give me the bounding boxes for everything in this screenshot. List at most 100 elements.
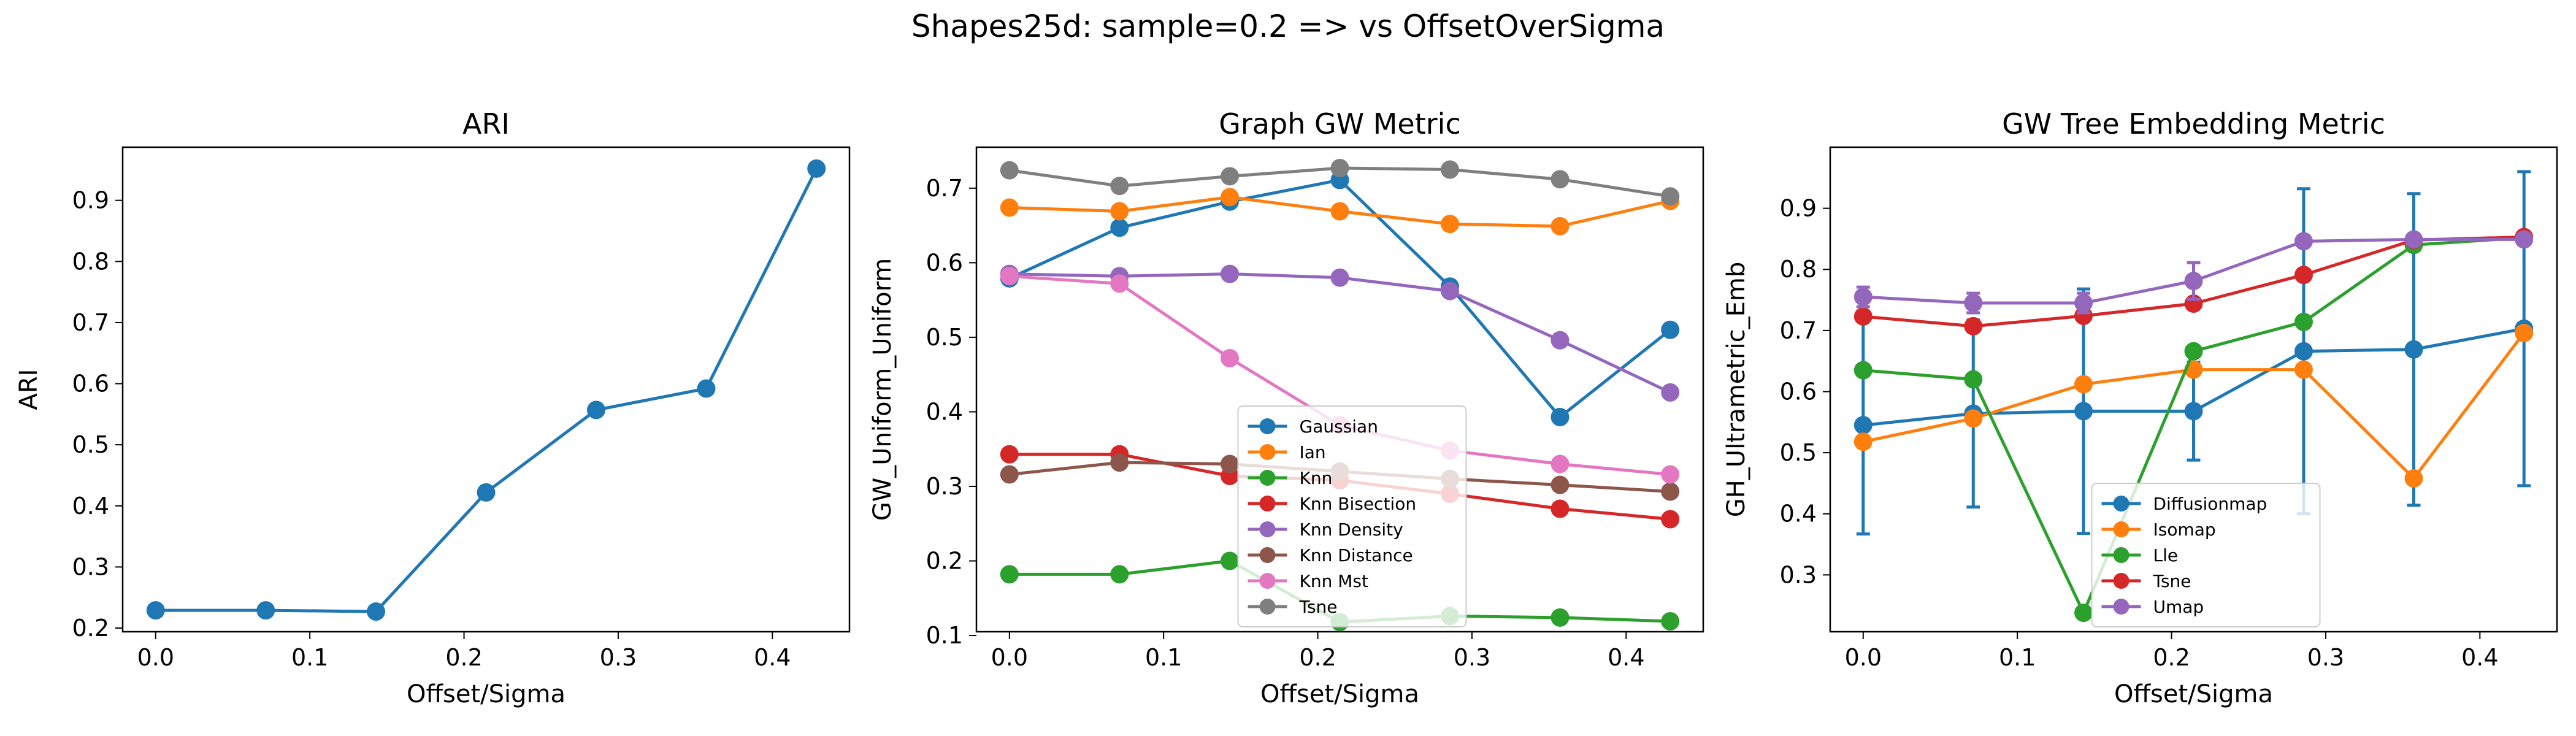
x-tick-label: 0.3 [1454, 644, 1490, 671]
y-tick-label: 0.6 [926, 249, 963, 276]
y-axis-label: GH_Ultrametric_Emb [1722, 262, 1750, 518]
data-point [1853, 416, 1873, 435]
x-tick-label: 0.2 [2153, 644, 2190, 671]
panel-3: GW Tree Embedding Metric 0.0 0.1 0.2 0.3 0.4 0… [1722, 107, 2558, 708]
legend-swatch-marker [1259, 496, 1276, 512]
data-point [1661, 187, 1680, 206]
data-point [2404, 469, 2423, 488]
legend-swatch-marker [1259, 444, 1276, 460]
data-point [1661, 465, 1680, 484]
data-point [1110, 218, 1129, 237]
data-point [1221, 348, 1240, 367]
data-point [1110, 202, 1129, 221]
legend-swatch-marker [2113, 496, 2129, 512]
y-tick-label: 0.5 [1780, 439, 1817, 466]
data-point [1330, 159, 1349, 178]
data-point [2184, 402, 2203, 421]
x-tick-label: 0.0 [137, 644, 174, 671]
legend-swatch-marker [2113, 521, 2129, 537]
legend-frame [1237, 405, 1467, 627]
series-isomap [1853, 323, 2534, 488]
panel-1: ARI 0.0 0.1 0.2 0.3 0.4 0.2 0.3 0.4 0.5 0.6 0.7 0.8 0… [15, 107, 851, 708]
y-tick-label: 0.1 [926, 622, 963, 649]
data-point [256, 601, 275, 620]
figure-title: Shapes25d: sample=0.2 => vs OffsetOverSi… [911, 9, 1665, 44]
data-point [1661, 510, 1680, 529]
legend-frame [2091, 483, 2321, 627]
data-point [1551, 475, 1570, 494]
data-point [1221, 454, 1240, 473]
data-point [146, 601, 165, 620]
legend-label: Umap [2153, 597, 2204, 617]
legend-swatch-marker [2113, 573, 2129, 589]
data-point [1440, 215, 1459, 234]
x-tick-label: 0.4 [1608, 644, 1644, 671]
data-point [1110, 177, 1129, 196]
data-point [807, 159, 826, 178]
y-tick-label: 0.6 [1780, 378, 1817, 405]
x-tick-label: 0.4 [2461, 644, 2498, 671]
data-point [2184, 272, 2203, 291]
data-point [1551, 331, 1570, 350]
legend-label: Knn [1300, 468, 1333, 488]
panel-title: Graph GW Metric [1219, 107, 1460, 140]
data-point [1551, 608, 1570, 627]
data-point [2294, 232, 2313, 251]
y-tick-label: 0.4 [1780, 500, 1817, 527]
y-tick-label: 0.2 [72, 615, 109, 642]
y-tick-label: 0.7 [1780, 317, 1817, 344]
data-point [2515, 230, 2534, 249]
data-point [1440, 282, 1459, 301]
panel-title: ARI [462, 107, 510, 140]
data-point [1000, 565, 1019, 584]
series-1 [146, 159, 826, 621]
data-point [1964, 409, 1983, 428]
data-point [1000, 198, 1019, 217]
data-point [586, 401, 605, 420]
plot-frame [121, 146, 851, 633]
data-point [1964, 370, 1983, 389]
legend-swatch-marker [1259, 521, 1276, 537]
data-point [1964, 294, 1983, 313]
x-tick-label: 0.4 [754, 644, 791, 671]
data-point [1000, 267, 1019, 286]
y-tick-label: 0.9 [1780, 195, 1817, 222]
data-point [1853, 307, 1873, 326]
legend-label: Knn Distance [1300, 545, 1413, 565]
data-point [1661, 611, 1680, 631]
data-point [1551, 407, 1570, 426]
panel-title: GW Tree Embedding Metric [2002, 107, 2385, 140]
panel-2: Graph GW Metric 0.0 0.1 0.2 0.3 0.4 0.1 0.2 0.3 0… [868, 107, 1704, 708]
data-point [1000, 465, 1019, 484]
x-tick-label: 0.1 [1145, 644, 1182, 671]
x-axis-label: Offset/Sigma [407, 680, 565, 708]
series-tsne [1000, 159, 1680, 206]
x-axis-label: Offset/Sigma [1260, 680, 1419, 708]
data-point [477, 483, 496, 502]
data-point [1110, 274, 1129, 293]
data-point [1551, 454, 1570, 473]
x-tick-label: 0.0 [991, 644, 1028, 671]
legend-swatch-marker [1259, 547, 1276, 563]
y-tick-label: 0.5 [72, 431, 109, 458]
legend-label: Gaussian [1300, 416, 1378, 437]
data-point [2184, 342, 2203, 361]
legend-swatch-marker [1259, 573, 1276, 589]
legend: Diffusionmap Isomap Lle Tsne Umap [2091, 483, 2321, 627]
data-point [1661, 320, 1680, 339]
legend: Gaussian Ian Knn Knn Bisection Knn Density Kn… [1237, 405, 1467, 627]
legend-label: Tsne [2153, 571, 2191, 591]
data-point [2074, 604, 2093, 623]
y-tick-label: 0.7 [926, 175, 963, 202]
data-point [1221, 188, 1240, 207]
data-point [2074, 375, 2093, 394]
data-point [1853, 288, 1873, 307]
data-point [1661, 383, 1680, 402]
data-point [1661, 482, 1680, 501]
x-tick-label: 0.1 [1999, 644, 2036, 671]
data-point [1221, 264, 1240, 283]
legend-label: Tsne [1299, 597, 1338, 617]
legend-label: Knn Bisection [1300, 494, 1417, 514]
y-tick-label: 0.2 [926, 548, 963, 575]
